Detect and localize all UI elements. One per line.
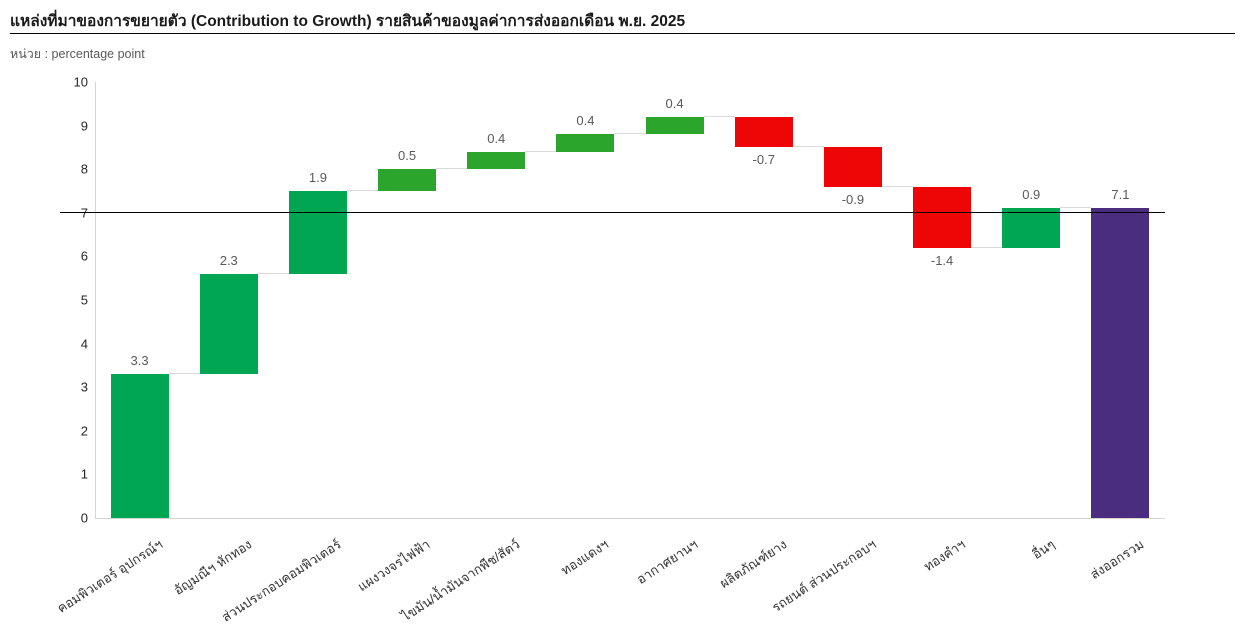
y-axis-tick-label: 7 [80, 205, 88, 221]
x-axis-line [95, 518, 1165, 519]
x-axis-category-label: ทองคำฯ [921, 536, 968, 575]
chart-title: แหล่งที่มาของการขยายตัว (Contribution to… [10, 13, 686, 30]
connector-line [971, 246, 1003, 248]
connector-line [1060, 207, 1092, 209]
connector-line [703, 115, 735, 117]
bar-value-label: 2.3 [219, 252, 238, 268]
unit-label: หน่วย : percentage point [10, 47, 145, 61]
waterfall-bar-10 [1002, 208, 1061, 248]
y-axis-tick-label: 4 [80, 336, 88, 352]
bar-value-label: -0.7 [752, 152, 775, 168]
y-axis-tick-label: 1 [80, 466, 88, 482]
y-axis-tick-label: 8 [80, 161, 88, 177]
waterfall-bar-1 [199, 273, 258, 375]
total-reference-line [60, 211, 1165, 213]
connector-line [792, 146, 824, 148]
connector-line [525, 150, 557, 152]
bar-value-label: 3.3 [130, 353, 149, 369]
waterfall-bar-7 [734, 116, 793, 148]
bar-value-label: -1.4 [930, 252, 954, 268]
waterfall-bar-5 [556, 134, 615, 152]
x-axis-category-label: อากาศยานฯ [633, 536, 701, 588]
y-axis-line [95, 82, 96, 518]
bar-value-label: -0.9 [841, 191, 865, 207]
connector-line [168, 373, 200, 375]
waterfall-bar-9 [913, 186, 972, 248]
connector-line [346, 190, 379, 191]
y-axis-tick-label: 10 [73, 74, 88, 90]
waterfall-bar-2 [288, 191, 347, 274]
bar-value-label: 1.9 [308, 170, 327, 185]
bar-value-label: 0.4 [576, 113, 595, 129]
y-axis-tick-label: 3 [80, 379, 88, 395]
x-axis-category-label: ทองแดงฯ [558, 536, 612, 579]
bar-value-label: 0.4 [487, 130, 506, 146]
y-axis-tick-label: 2 [80, 423, 88, 439]
waterfall-bar-3 [378, 169, 437, 191]
bar-value-label: 0.5 [398, 148, 417, 164]
x-axis-category-label: ผลิตภัณฑ์ยาง [717, 536, 790, 591]
waterfall-bar-0 [110, 374, 169, 518]
connector-line [436, 168, 468, 170]
title-underline [10, 33, 1235, 34]
x-axis-category-label: อัญมณีฯ หักทอง [171, 536, 255, 598]
x-axis-category-label: แผงวงจรไฟฟ้า [355, 536, 433, 595]
waterfall-bar-11 [1091, 208, 1150, 518]
waterfall-bar-4 [467, 151, 526, 170]
waterfall-bar-6 [645, 116, 704, 135]
waterfall-bar-8 [823, 147, 882, 187]
connector-line [881, 185, 914, 187]
bar-value-label: 0.4 [665, 95, 684, 111]
bar-value-label: 7.1 [1111, 187, 1130, 203]
y-axis-tick-label: 0 [80, 510, 88, 526]
y-axis-tick-label: 6 [80, 248, 88, 264]
connector-line [257, 272, 289, 274]
x-axis-category-label: อื่นๆ [1029, 536, 1058, 562]
x-axis-category-label: คอมพิวเตอร์ อุปกรณ์ฯ [54, 536, 166, 616]
y-axis-tick-label: 5 [80, 292, 88, 308]
connector-line [614, 133, 646, 135]
bar-value-label: 0.9 [1022, 187, 1041, 203]
x-axis-category-label: ส่งออกรวม [1087, 536, 1147, 583]
y-axis-tick-label: 9 [80, 118, 88, 134]
